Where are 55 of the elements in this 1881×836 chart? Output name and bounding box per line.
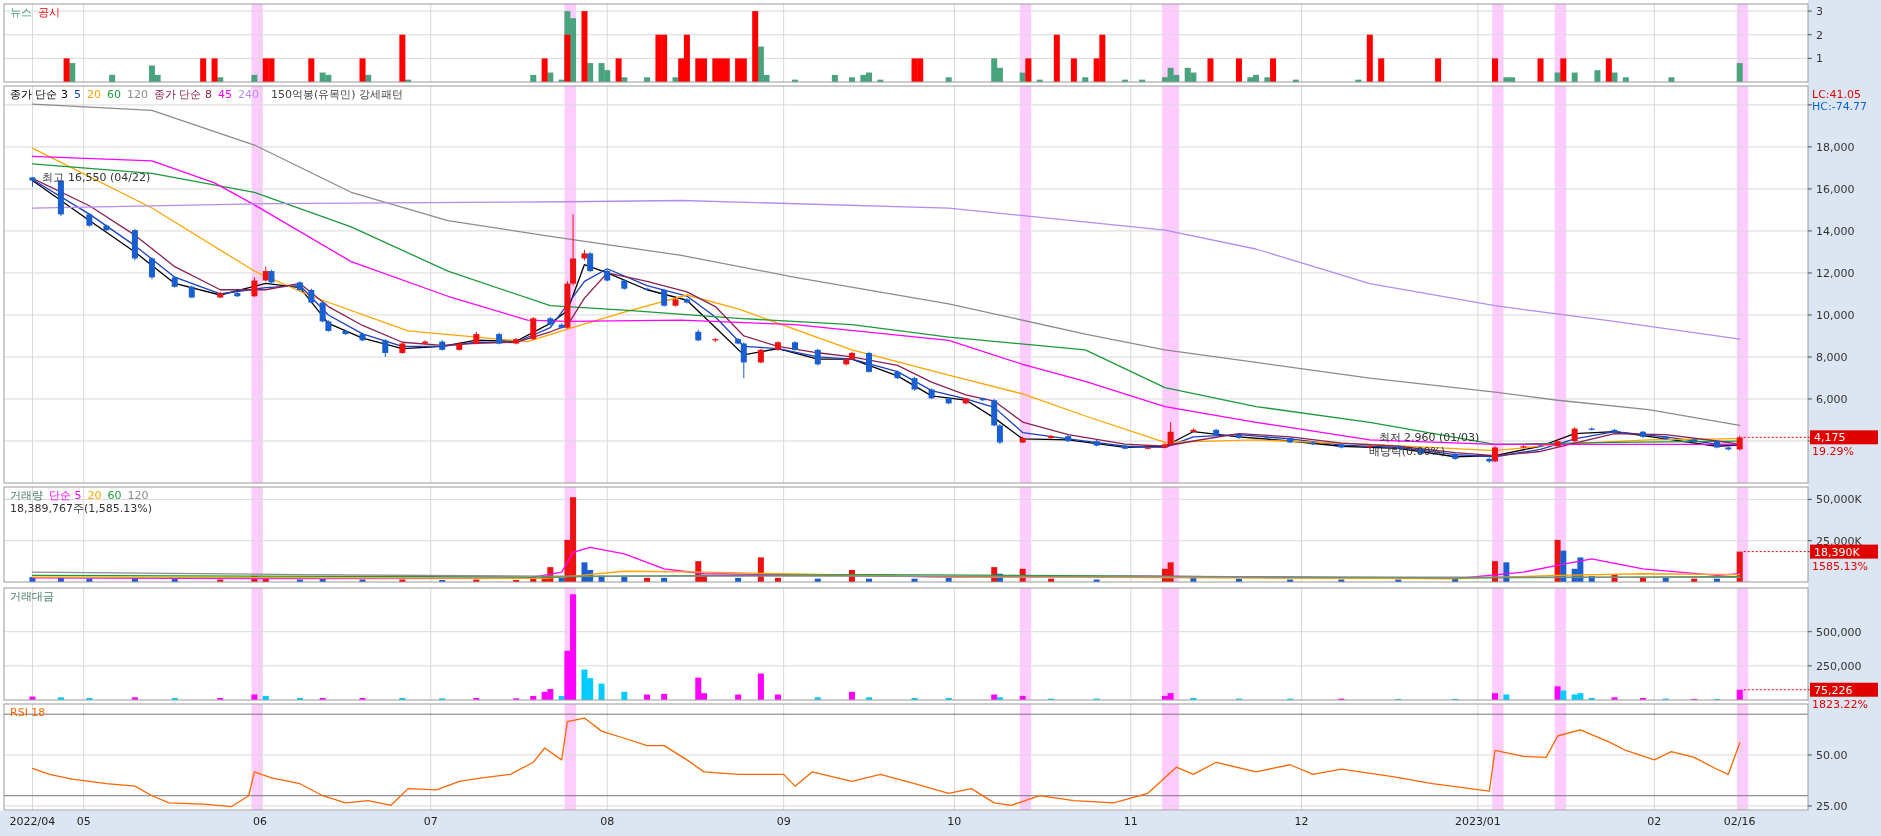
y-tick-label: 50,000K	[1816, 493, 1863, 507]
series-label: 120	[127, 88, 148, 101]
x-tick-label: 08	[600, 815, 615, 828]
y-tick-label: 1	[1816, 52, 1823, 66]
y-tick-label: 6,000	[1816, 392, 1848, 406]
y-tick-label: 10,000	[1816, 308, 1855, 322]
y-tick-label: 3	[1816, 5, 1823, 19]
x-tick-label: 09	[776, 815, 791, 828]
text: 1823.22%	[1812, 697, 1868, 711]
chart-title: 거래대금	[10, 590, 54, 603]
chart-title: 거래량	[10, 489, 43, 502]
chart-title: RSI 18	[10, 706, 46, 719]
y-tick-label: 16,000	[1816, 182, 1855, 196]
text: 5	[74, 88, 81, 101]
x-tick-label: 2022/04	[9, 815, 56, 828]
y-tick-label: 18,000	[1816, 140, 1855, 154]
text: 45	[218, 88, 232, 101]
text: HC:-74.77	[1812, 100, 1868, 113]
annotation: 150억봉(유목민) 강세패턴	[271, 88, 404, 101]
x-tick-label: 02	[1647, 815, 1662, 828]
y-tick-label: 25,000K	[1816, 534, 1863, 548]
text: 종가 단순 3	[10, 88, 68, 101]
text: 240	[238, 88, 259, 101]
text: 18,389,767주(1,585.13%)	[10, 502, 153, 515]
text: 20	[87, 489, 102, 502]
text: LC:41.05	[1812, 88, 1862, 101]
text: 120	[127, 489, 149, 502]
text: 공시	[38, 6, 60, 19]
y-tick-label: 50.00	[1816, 748, 1848, 762]
text: 19.29%	[1812, 445, 1854, 459]
annotation: 4,175	[1814, 431, 1846, 445]
text: 60	[107, 88, 121, 101]
text: 종가 단순 8	[154, 88, 212, 101]
text: 1585.13%	[1812, 559, 1868, 573]
x-tick-label: 2023/01	[1455, 815, 1501, 828]
y-tick-label: 250,000	[1816, 659, 1862, 673]
text: 20	[87, 88, 101, 101]
x-tick-label: 10	[947, 815, 962, 828]
y-tick-label: 8,000	[1816, 350, 1848, 364]
y-tick-label: 500,000	[1816, 625, 1862, 639]
x-tick-label: 12	[1294, 815, 1309, 828]
annotation: 18,390K	[1814, 545, 1861, 559]
y-tick-label: 12,000	[1816, 266, 1855, 280]
y-tick-label: 2	[1816, 28, 1823, 42]
x-tick-label: 05	[76, 815, 91, 828]
y-tick-label: 25.00	[1816, 799, 1848, 813]
x-tick-label: 02/16	[1723, 815, 1756, 828]
text: 뉴스	[10, 6, 32, 19]
text: 단순 5	[49, 489, 82, 502]
x-tick-label: 07	[423, 815, 438, 828]
text: 60	[107, 489, 122, 502]
annotation: 75,226	[1814, 683, 1853, 697]
x-tick-label: 06	[253, 815, 268, 828]
x-tick-label: 11	[1123, 815, 1138, 828]
y-tick-label: 14,000	[1816, 224, 1855, 238]
